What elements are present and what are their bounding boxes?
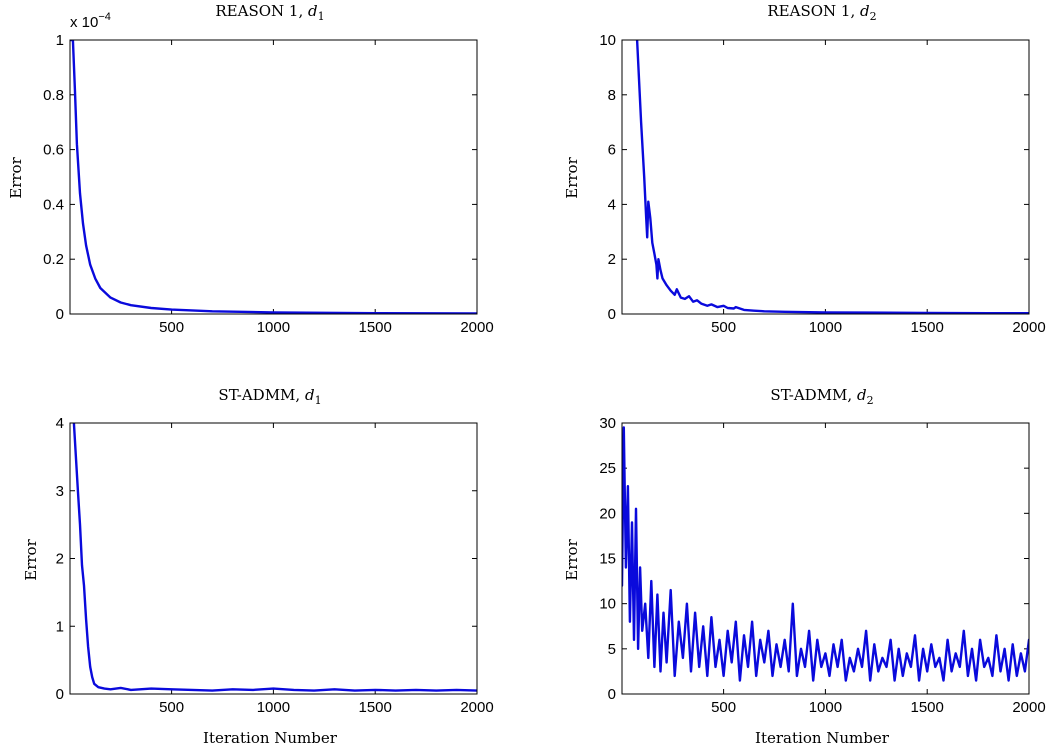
plot-area — [635, 40, 1029, 314]
y-tick-label: 1 — [56, 618, 64, 635]
plot-area — [622, 426, 1029, 682]
panel-stadmm-d2: ST-ADMM, d2 Error Iteration Number 500 10… — [563, 386, 1046, 747]
x-tick-label: 1500 — [911, 699, 944, 716]
y-tick-label: 0.4 — [43, 196, 64, 213]
plot-area — [72, 423, 477, 692]
y-tick-label: 0 — [608, 306, 616, 323]
panel-title: REASON 1, d1 — [215, 2, 324, 23]
series-line — [635, 40, 1029, 314]
y-tick-label: 2 — [608, 251, 616, 268]
y-tick-label: 0 — [608, 686, 616, 703]
y-tick-label: 2 — [56, 551, 64, 568]
plot-area — [70, 40, 477, 314]
y-tick-label: 0 — [56, 686, 64, 703]
y-tick-label: 10 — [599, 596, 616, 613]
y-tick-label: 0.6 — [43, 142, 64, 159]
x-axis-label: Iteration Number — [203, 729, 338, 747]
x-axis-label: Iteration Number — [755, 729, 890, 747]
y-tick-label: 20 — [599, 505, 616, 522]
series-line — [622, 426, 1029, 682]
x-tick-label: 1000 — [809, 699, 842, 716]
y-tick-label: 5 — [608, 641, 616, 658]
y-tick-label: 8 — [608, 87, 616, 104]
y-tick-label: 25 — [599, 460, 616, 477]
axes-frame — [69, 39, 478, 315]
series-line — [72, 423, 477, 692]
panel-title: ST-ADMM, d2 — [770, 386, 873, 407]
y-tick-label: 15 — [599, 551, 616, 568]
panel-title: ST-ADMM, d1 — [218, 386, 321, 407]
axes-frame — [69, 422, 478, 695]
x-tick-label: 2000 — [460, 699, 493, 716]
x-tick-label: 1500 — [911, 319, 944, 336]
axes-frame — [621, 422, 1030, 695]
y-tick-label: 0.8 — [43, 87, 64, 104]
x-tick-label: 500 — [159, 319, 184, 336]
x-tick-label: 1000 — [257, 319, 290, 336]
axes-frame — [621, 39, 1030, 315]
x-tick-label: 2000 — [1012, 699, 1045, 716]
y-axis-label: Error — [563, 538, 581, 580]
x-tick-label: 1500 — [359, 699, 392, 716]
y-tick-label: 4 — [608, 196, 616, 213]
axis-ticks: 500 1000 1500 2000 0 1 2 3 4 — [56, 415, 494, 716]
y-axis-label: Error — [7, 156, 25, 198]
panel-reason1-d1: REASON 1, d1 Error x 10−4 500 1000 1500 200… — [7, 2, 494, 336]
x-tick-label: 500 — [159, 699, 184, 716]
panel-title: REASON 1, d2 — [767, 2, 876, 23]
y-tick-label: 30 — [599, 415, 616, 432]
x-tick-label: 2000 — [1012, 319, 1045, 336]
x-tick-label: 500 — [711, 699, 736, 716]
series-line — [70, 40, 477, 314]
axis-ticks: 500 1000 1500 2000 0 2 4 6 8 10 — [599, 32, 1045, 336]
y-tick-label: 6 — [608, 142, 616, 159]
y-axis-label: Error — [563, 156, 581, 198]
axis-ticks: 500 1000 1500 2000 0 5 10 15 20 25 30 — [599, 415, 1045, 716]
x-tick-label: 1000 — [257, 699, 290, 716]
panel-stadmm-d1: ST-ADMM, d1 Error Iteration Number 500 10… — [22, 386, 494, 747]
y-tick-label: 10 — [599, 32, 616, 49]
x-tick-label: 1500 — [359, 319, 392, 336]
y-tick-label: 0 — [56, 306, 64, 323]
panel-reason1-d2: REASON 1, d2 Error 500 1000 1500 2000 0 2 4 6 8 1… — [563, 2, 1046, 336]
y-tick-label: 0.2 — [43, 251, 64, 268]
x-tick-label: 1000 — [809, 319, 842, 336]
x-tick-label: 500 — [711, 319, 736, 336]
y-tick-label: 4 — [56, 415, 64, 432]
y-axis-label: Error — [22, 538, 40, 580]
x-tick-label: 2000 — [460, 319, 493, 336]
y-tick-label: 3 — [56, 483, 64, 500]
y-tick-label: 1 — [56, 32, 64, 49]
y-multiplier: x 10−4 — [70, 11, 111, 31]
axis-ticks: 500 1000 1500 2000 0 0.2 0.4 0.6 0.8 1 — [43, 32, 494, 336]
